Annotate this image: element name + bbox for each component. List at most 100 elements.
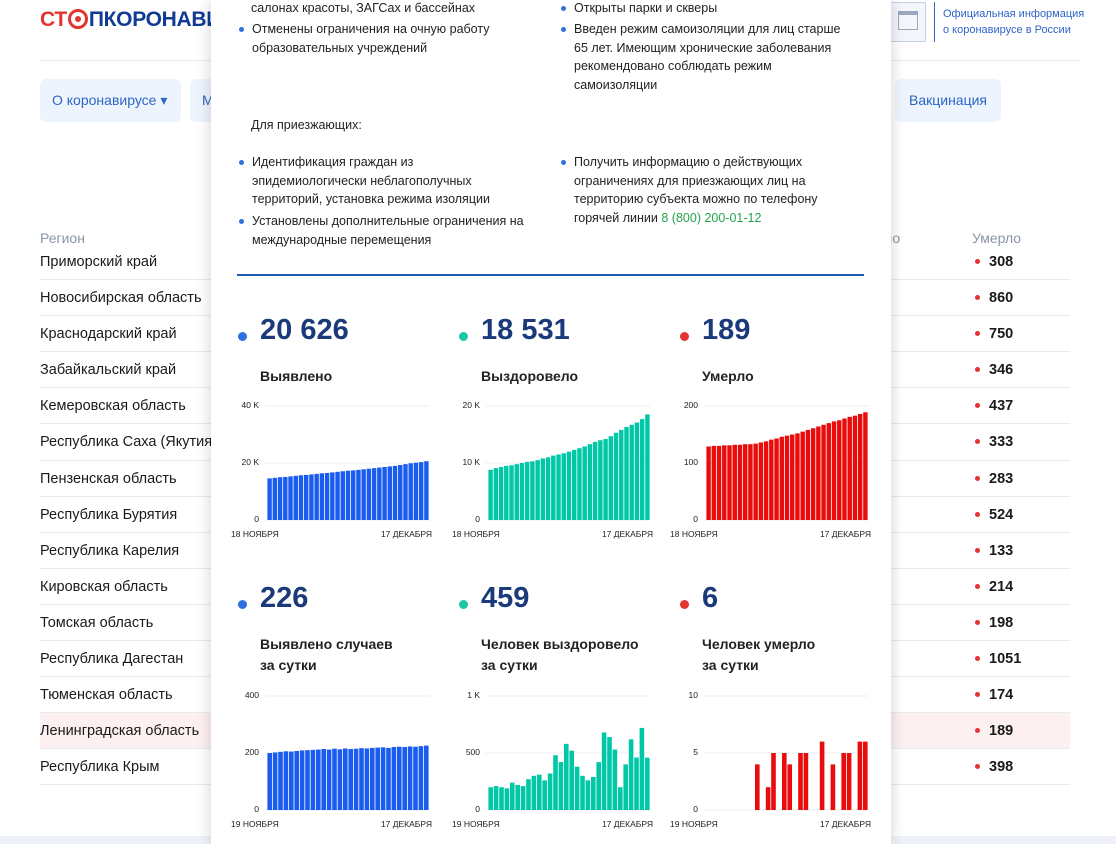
y-tick-label: 5 [693,747,698,757]
red-dot-icon [680,332,689,341]
chart-bar [515,784,520,810]
chart-bar [830,764,836,810]
chart-bar [847,416,852,520]
x-end-label: 17 ДЕКАБРЯ [819,819,871,829]
gov-info-link[interactable]: Официальная информация о коронавирусе в … [888,2,1093,42]
chart-bar [278,751,283,810]
chart-bar [316,749,321,810]
chart-bar [366,468,372,520]
chart-bar [618,787,623,810]
visitor-rule-text: Получить информацию о действующих ограни… [574,155,818,225]
chart-bar [340,471,345,520]
stat-label: Умерло [702,368,754,384]
chart-bar [267,478,272,520]
region-name: Томская область [40,614,154,631]
chart-bar [403,464,408,520]
chart-bar [348,749,353,810]
restriction-item: Отменены ограничения на очную работу обр… [239,20,529,57]
region-name: Республика Крым [40,759,160,776]
chart-bar [498,466,504,520]
chart-bar [737,444,743,520]
chart-bar [319,473,325,520]
chart-bar [332,748,337,810]
chart-bar [553,755,558,810]
y-tick-label: 10 [688,690,698,700]
chart-recovered-daily[interactable]: 0 500 1 K 19 НОЯБРЯ 17 ДЕКАБРЯ [452,686,653,836]
chart-bar [380,747,386,810]
chart-bar [857,741,863,810]
government-emblem-icon [888,2,926,42]
chart-died-daily[interactable]: 0 5 10 19 НОЯБРЯ 17 ДЕКАБРЯ [670,686,871,836]
chart-bar [424,745,429,810]
y-tick-label: 0 [254,514,259,524]
gov-info-text: Официальная информация о коронавирусе в … [943,8,1085,36]
chart-bar [598,440,603,520]
chart-bar [574,766,580,810]
bar-chart-svg [704,695,868,811]
chart-bar [499,787,504,810]
region-details-modal: салонах красоты, ЗАГСах и бассейнах Отме… [211,0,891,844]
nav-about-coronavirus[interactable]: О коронавирусе ▾ [40,79,181,122]
died-dot-icon [975,692,980,698]
chart-bar [294,751,299,810]
chart-bar [488,469,493,520]
chart-bar [587,444,593,520]
x-start-label: 19 НОЯБРЯ [670,819,718,829]
chart-detected-daily[interactable]: 0 200 400 19 НОЯБРЯ 17 ДЕКАБРЯ [231,686,432,836]
chart-bar [310,749,316,810]
nav-vaccination[interactable]: Вакцинация [895,79,1001,122]
chart-bar [831,421,837,520]
chart-bar [424,461,429,520]
chart-bar [408,463,413,520]
died-value: 308 [989,254,1014,270]
chart-bar [569,750,574,810]
green-dot-icon [459,332,468,341]
chart-bar [324,472,330,520]
region-name: Ленинградская область [40,723,200,740]
x-end-label: 17 ДЕКАБРЯ [380,819,432,829]
chart-bar [530,461,535,520]
chart-died-cumulative[interactable]: 0 100 200 18 НОЯБРЯ 17 ДЕКАБРЯ [670,396,871,546]
stat-label: Выздоровело [481,368,579,384]
site-logo[interactable]: СТ ПКОРОНАВИ [40,8,221,32]
chart-recovered-cumulative[interactable]: 0 10 K 20 K 18 НОЯБРЯ 17 ДЕКАБРЯ [452,396,653,546]
visitor-rule-item: Идентификация граждан из эпидемиологичес… [239,153,529,209]
died-dot-icon [975,583,980,589]
bar-chart-svg [486,405,650,521]
hotline-phone-link[interactable]: 8 (800) 200-01-12 [661,210,762,225]
x-start-label: 19 НОЯБРЯ [452,819,500,829]
chart-bar [711,445,717,520]
chart-bar [564,743,569,810]
chart-bar [758,442,764,520]
virus-icon [67,9,88,29]
chart-bar [769,439,774,520]
chart-bar [407,746,413,810]
bar-chart-svg [265,405,429,521]
chart-bar [623,764,628,810]
chart-bar [774,438,779,520]
y-tick-label: 10 K [462,457,481,467]
chart-bar [353,748,359,810]
chart-detected-cumulative[interactable]: 0 20 K 40 K 18 НОЯБРЯ 17 ДЕКАБРЯ [231,396,432,546]
died-value: 174 [989,687,1014,704]
chart-bar [504,788,510,810]
died-value: 198 [989,614,1014,631]
died-value: 333 [989,434,1014,451]
stat-value: 18 531 [481,314,570,346]
chart-bar [826,423,832,520]
chart-bar [819,741,825,810]
region-name: Пензенская область [40,470,177,487]
y-tick-label: 0 [693,804,698,814]
chart-bar [488,787,493,810]
chart-bar [377,467,382,520]
chart-bar [413,462,419,520]
chart-bar [645,757,650,810]
region-name: Республика Карелия [40,542,180,559]
chart-bar [272,752,278,810]
chart-bar [607,737,612,810]
column-header-region: Регион [40,230,85,246]
visitor-rule-item: Получить информацию о действующих ограни… [561,153,841,227]
chart-bar [309,474,314,520]
chart-bar [337,749,343,810]
y-tick-label: 0 [475,514,480,524]
